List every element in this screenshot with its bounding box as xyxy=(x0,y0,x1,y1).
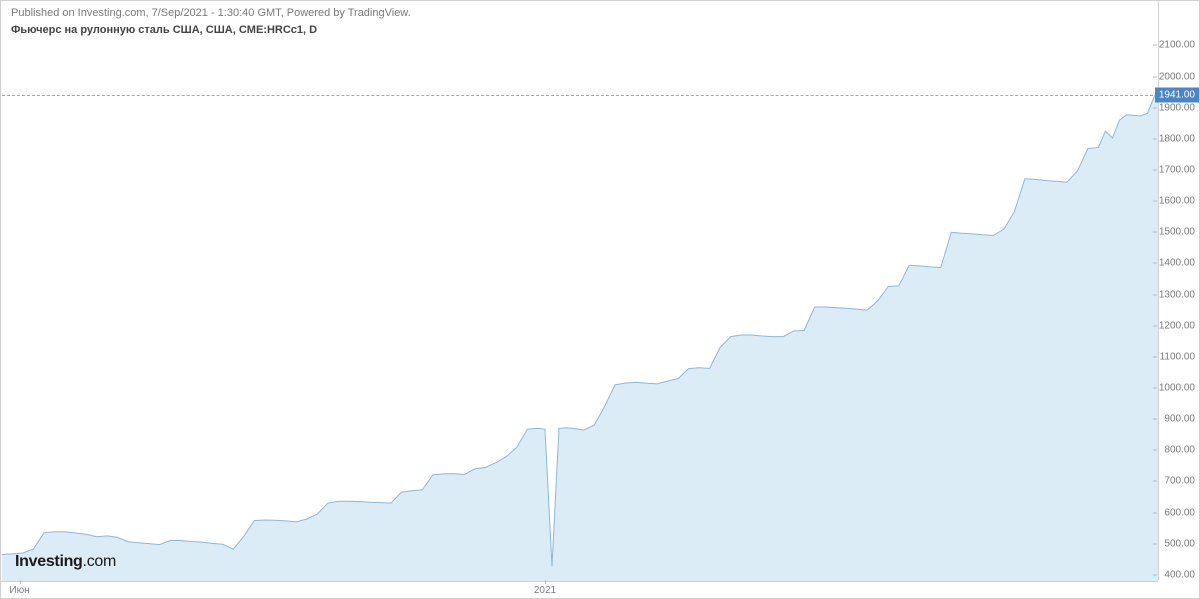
investing-logo: Investing.com xyxy=(15,553,116,571)
logo-prefix: Investing xyxy=(15,553,83,570)
y-tick-label: 800.00 xyxy=(1164,445,1195,456)
area-chart-svg xyxy=(1,1,1158,582)
y-tick-label: 900.00 xyxy=(1164,414,1195,425)
x-tick-label: Июн xyxy=(9,585,29,596)
y-tick xyxy=(1153,263,1157,264)
y-tick xyxy=(1153,419,1157,420)
y-tick-label: 400.00 xyxy=(1164,569,1195,580)
chart-container: Published on Investing.com, 7/Sep/2021 -… xyxy=(0,0,1200,599)
y-tick xyxy=(1153,325,1157,326)
y-tick-label: 1100.00 xyxy=(1160,351,1195,362)
y-tick-label: 2100.00 xyxy=(1159,40,1195,51)
y-tick xyxy=(1153,45,1157,46)
logo-suffix: .com xyxy=(83,553,116,570)
y-tick-label: 2000.00 xyxy=(1159,71,1195,82)
y-tick-label: 1300.00 xyxy=(1159,289,1195,300)
current-price-line xyxy=(2,95,1158,96)
y-tick-label: 500.00 xyxy=(1164,538,1195,549)
y-tick xyxy=(1153,450,1157,451)
y-tick-label: 1000.00 xyxy=(1159,382,1195,393)
area-fill xyxy=(2,95,1158,581)
y-tick-label: 600.00 xyxy=(1164,507,1195,518)
y-tick xyxy=(1153,232,1157,233)
y-tick xyxy=(1153,481,1157,482)
y-tick-label: 1600.00 xyxy=(1159,196,1195,207)
y-tick-label: 1800.00 xyxy=(1159,133,1195,144)
y-tick xyxy=(1153,512,1157,513)
y-tick xyxy=(1153,201,1157,202)
y-tick-label: 1400.00 xyxy=(1159,258,1195,269)
x-tick xyxy=(20,580,21,584)
y-tick xyxy=(1153,543,1157,544)
y-tick xyxy=(1153,138,1157,139)
plot-area[interactable]: 1941.00 400.00 500.00 600.00 700.00 800.00 90… xyxy=(1,1,1199,598)
x-tick xyxy=(545,580,546,584)
y-tick xyxy=(1153,356,1157,357)
y-tick-label: 1200.00 xyxy=(1159,320,1195,331)
y-tick xyxy=(1153,387,1157,388)
y-tick xyxy=(1153,294,1157,295)
current-price-flag: 1941.00 xyxy=(1155,87,1199,102)
y-tick-label: 1500.00 xyxy=(1159,227,1195,238)
y-tick xyxy=(1153,107,1157,108)
y-tick-label: 1700.00 xyxy=(1159,165,1195,176)
x-axis-line xyxy=(1,581,1158,582)
y-tick xyxy=(1153,574,1157,575)
x-tick-label: 2021 xyxy=(534,585,556,596)
y-tick-label: 1900.00 xyxy=(1159,102,1195,113)
y-tick-label: 700.00 xyxy=(1164,476,1195,487)
y-tick xyxy=(1153,170,1157,171)
y-tick xyxy=(1153,76,1157,77)
